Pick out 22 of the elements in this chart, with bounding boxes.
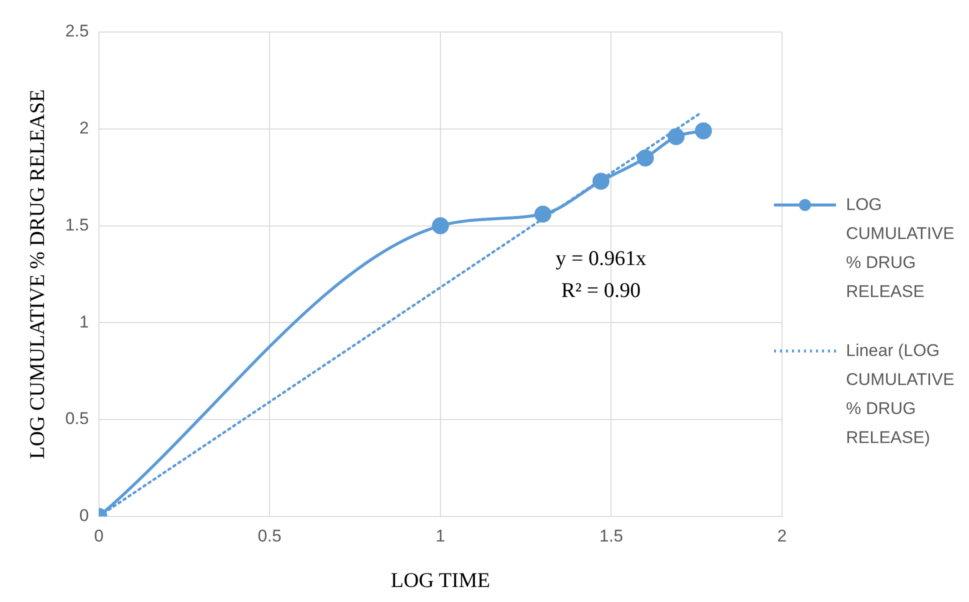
legend-label: Linear (LOG CUMULATIVE % DRUG RELEASE) <box>846 340 956 449</box>
point <box>694 122 712 140</box>
y-tick-label: 2.5 <box>65 22 89 41</box>
point <box>534 206 552 223</box>
y-tick-label: 0 <box>79 506 89 526</box>
y-axis-title: LOG CUMULATIVE % DRUG RELEASE <box>25 89 50 460</box>
y-tick-label: 1.5 <box>65 215 89 234</box>
y-tick-label: 1 <box>79 312 89 332</box>
x-tick-label: 0 <box>94 526 104 546</box>
x-tick-label: 2 <box>777 526 787 546</box>
x-tick-label: 0.5 <box>258 526 282 546</box>
legend-label: LOG CUMULATIVE % DRUG RELEASE <box>846 194 956 303</box>
point <box>668 128 685 146</box>
point <box>636 149 654 166</box>
annotation: R² = 0.90 <box>561 278 641 302</box>
annotation: y = 0.961x <box>556 246 647 270</box>
x-axis-title: LOG TIME <box>390 568 490 592</box>
x-tick-label: 1.5 <box>599 526 624 546</box>
y-tick-label: 2 <box>79 118 89 138</box>
point <box>592 172 610 190</box>
x-tick-label: 1 <box>436 526 446 546</box>
y-tick-label: 0.5 <box>65 409 89 428</box>
